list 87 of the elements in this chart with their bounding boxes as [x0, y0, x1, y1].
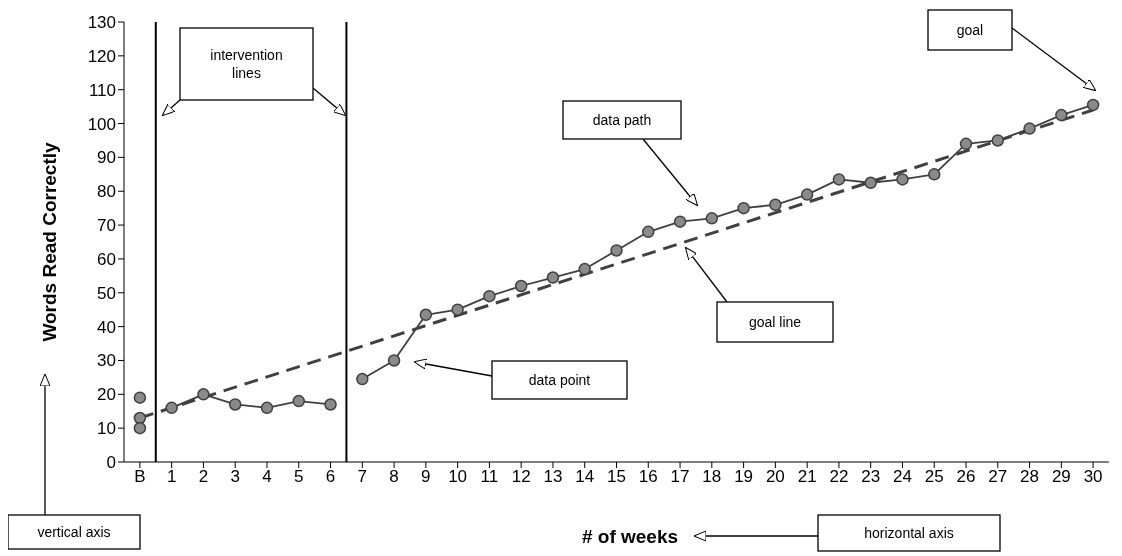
y-tick-label: 0 [106, 453, 116, 473]
x-tick-label: 14 [575, 467, 595, 487]
point [546, 271, 560, 284]
x-tick-label: 16 [638, 467, 658, 487]
x-tick-label: 1 [166, 467, 177, 487]
y-tick-label: 40 [97, 317, 116, 337]
point [514, 279, 528, 293]
x-tick-label: 8 [389, 467, 399, 487]
point [133, 391, 147, 404]
point [387, 354, 401, 367]
point [1055, 108, 1068, 122]
x-tick-label: 21 [797, 467, 817, 487]
y-tick-label: 10 [97, 419, 116, 439]
x-tick-label: 27 [988, 467, 1008, 487]
point [673, 215, 687, 228]
point [133, 411, 147, 425]
annotation: goal line [748, 314, 802, 330]
x-tick-label: 12 [511, 467, 531, 487]
point [832, 173, 846, 186]
annotation: data point [528, 372, 591, 388]
y-tick-label: 20 [97, 385, 116, 405]
y-tick-label: 110 [88, 80, 116, 100]
point [133, 421, 147, 435]
x-tick-label: 29 [1051, 467, 1071, 487]
x-tick-label: 9 [421, 467, 431, 487]
y-tick-label: 60 [97, 249, 116, 269]
x-tick-label: 19 [734, 467, 754, 487]
annotation: goal [956, 22, 984, 38]
x-tick-label: 28 [1020, 467, 1040, 487]
point [769, 198, 782, 212]
point [451, 303, 464, 316]
y-tick-label: 90 [97, 148, 116, 168]
x-axis-title: # of weeks [581, 526, 679, 547]
x-tick-label: 4 [262, 467, 272, 487]
x-tick-label: 2 [198, 467, 209, 487]
point [642, 225, 655, 239]
x-tick-label: 7 [357, 467, 368, 487]
x-tick-label: 30 [1083, 467, 1103, 487]
point [991, 134, 1005, 147]
point [260, 401, 274, 415]
y-axis-title: Words Read Correctly [39, 141, 60, 342]
point [292, 394, 306, 408]
annotation: intervention lines [210, 47, 283, 81]
x-tick-label: 22 [829, 467, 849, 487]
point [864, 176, 877, 190]
point [578, 262, 591, 276]
x-tick-label: 18 [702, 467, 722, 487]
text: horizontal axis [864, 525, 954, 541]
point [1086, 98, 1100, 112]
y-tick-label: 50 [97, 283, 116, 303]
x-tick-label: 23 [861, 467, 881, 487]
point [896, 173, 909, 186]
point [610, 244, 623, 257]
point [228, 398, 242, 411]
x-tick-label: 15 [607, 467, 626, 487]
point [737, 201, 750, 215]
x-tick-label: 3 [230, 467, 240, 487]
y-tick-label: 70 [97, 216, 116, 236]
x-tick-label: 11 [480, 467, 499, 487]
point [1023, 122, 1036, 135]
y-tick-label: 30 [97, 351, 116, 371]
x-tick-label: 24 [893, 467, 912, 487]
y-tick-label: 100 [87, 114, 116, 134]
point [705, 212, 719, 225]
point [324, 398, 337, 411]
x-tick-label: B [134, 467, 146, 487]
point [959, 137, 973, 151]
x-tick-label: 17 [670, 467, 690, 487]
x-tick-label: 26 [956, 467, 976, 487]
x-tick-label: 6 [325, 467, 336, 487]
y-tick-label: 120 [87, 46, 116, 66]
x-tick-label: 20 [765, 467, 785, 487]
point [800, 188, 814, 201]
text: vertical axis [37, 524, 111, 540]
point [927, 168, 941, 181]
point [356, 372, 369, 386]
x-tick-label: 25 [924, 467, 944, 487]
x-tick-label: 13 [543, 467, 563, 487]
point [419, 308, 433, 322]
point [165, 401, 178, 415]
annotation: data path [592, 112, 652, 128]
point [197, 388, 210, 401]
point [483, 289, 496, 303]
x-tick-label: 10 [448, 467, 468, 487]
y-tick-label: 130 [87, 13, 116, 33]
x-tick-label: 5 [294, 467, 304, 487]
y-tick-label: 80 [97, 182, 116, 202]
